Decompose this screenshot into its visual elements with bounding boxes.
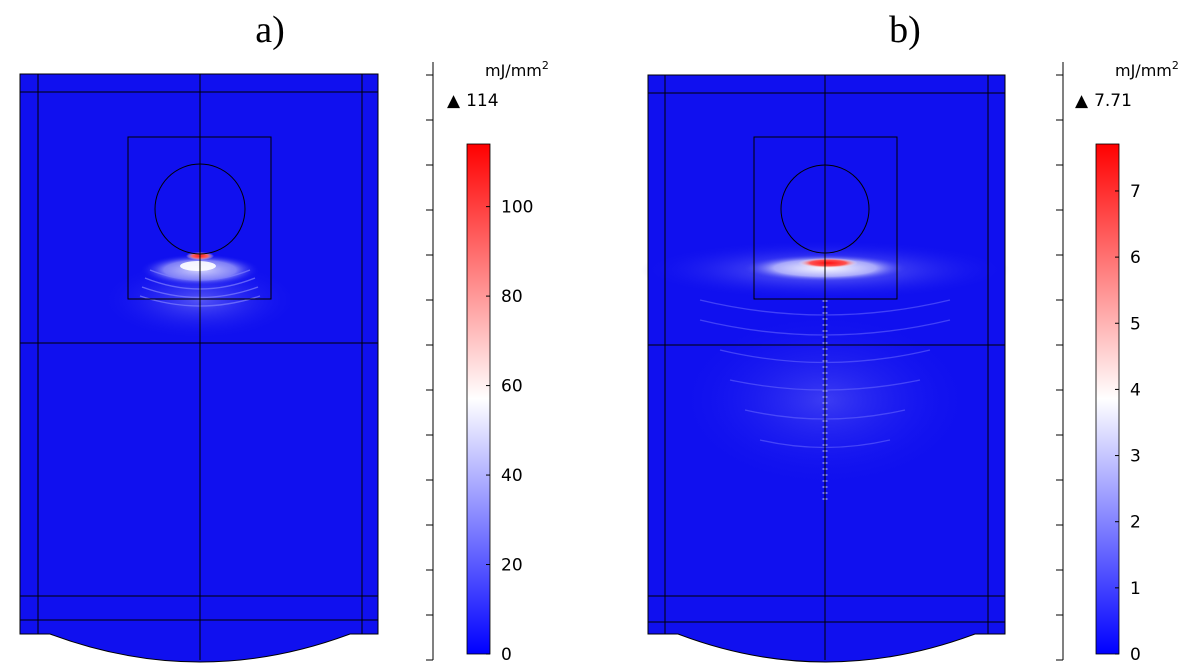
max-value: 7.71 bbox=[1094, 91, 1132, 111]
colorbar-tick-label: 20 bbox=[501, 556, 523, 576]
geometry-lines bbox=[19, 73, 379, 663]
max-triangle-icon: ▲ bbox=[1075, 91, 1089, 111]
colorbar-axis-ticks bbox=[426, 74, 433, 661]
colorbar-unit: mJ/mm2 bbox=[485, 59, 549, 80]
panel-b: b) bbox=[640, 9, 1179, 665]
colorbar-tick-label: 0 bbox=[501, 645, 512, 665]
bright-band bbox=[180, 261, 216, 271]
panel-b-fluence-map bbox=[640, 74, 1010, 663]
panel-a-label: a) bbox=[255, 9, 285, 51]
colorbar-tick-labels: 0 1 2 3 4 5 6 7 bbox=[1115, 182, 1141, 665]
max-triangle-icon: ▲ bbox=[447, 91, 461, 111]
colorbar-tick-labels: 0 20 40 60 80 100 bbox=[486, 198, 533, 665]
colorbar-tick-label: 2 bbox=[1130, 513, 1141, 533]
panel-b-colorbar: mJ/mm2 ▲ 7.71 0 1 2 3 4 5 6 7 bbox=[1056, 59, 1179, 665]
colorbar-tick-label: 0 bbox=[1130, 645, 1141, 665]
panel-a-colorbar: mJ/mm2 ▲ 114 0 20 40 60 80 100 bbox=[426, 59, 549, 665]
geometry-lines bbox=[647, 74, 1006, 663]
panel-a-fluence-map bbox=[19, 73, 379, 663]
panel-a: a) bbox=[19, 9, 549, 665]
colorbar-tick-label: 40 bbox=[501, 466, 523, 486]
colorbar-gradient bbox=[1095, 143, 1120, 655]
domain-background bbox=[20, 74, 378, 662]
colorbar-tick-label: 60 bbox=[501, 377, 523, 397]
colorbar-gradient bbox=[466, 143, 491, 655]
panel-b-label: b) bbox=[889, 9, 921, 51]
colorbar-unit: mJ/mm2 bbox=[1115, 59, 1179, 80]
colorbar-tick-label: 6 bbox=[1130, 248, 1141, 268]
colorbar-tick-label: 7 bbox=[1130, 182, 1141, 202]
colorbar-axis-ticks bbox=[1056, 74, 1063, 661]
hot-spot bbox=[798, 258, 858, 268]
colorbar-tick-label: 100 bbox=[501, 198, 533, 218]
colorbar-tick-label: 3 bbox=[1130, 447, 1141, 467]
max-value: 114 bbox=[466, 91, 498, 111]
colorbar-tick-label: 5 bbox=[1130, 314, 1141, 334]
colorbar-tick-label: 80 bbox=[501, 287, 523, 307]
max-indicator: ▲ 7.71 bbox=[1075, 91, 1132, 111]
colorbar-tick-label: 4 bbox=[1130, 380, 1141, 400]
colorbar-tick-label: 1 bbox=[1130, 579, 1141, 599]
max-indicator: ▲ 114 bbox=[447, 91, 499, 111]
